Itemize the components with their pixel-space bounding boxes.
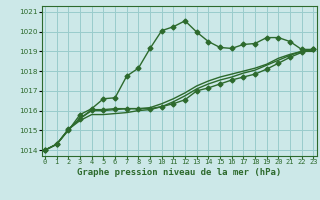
X-axis label: Graphe pression niveau de la mer (hPa): Graphe pression niveau de la mer (hPa) bbox=[77, 168, 281, 177]
